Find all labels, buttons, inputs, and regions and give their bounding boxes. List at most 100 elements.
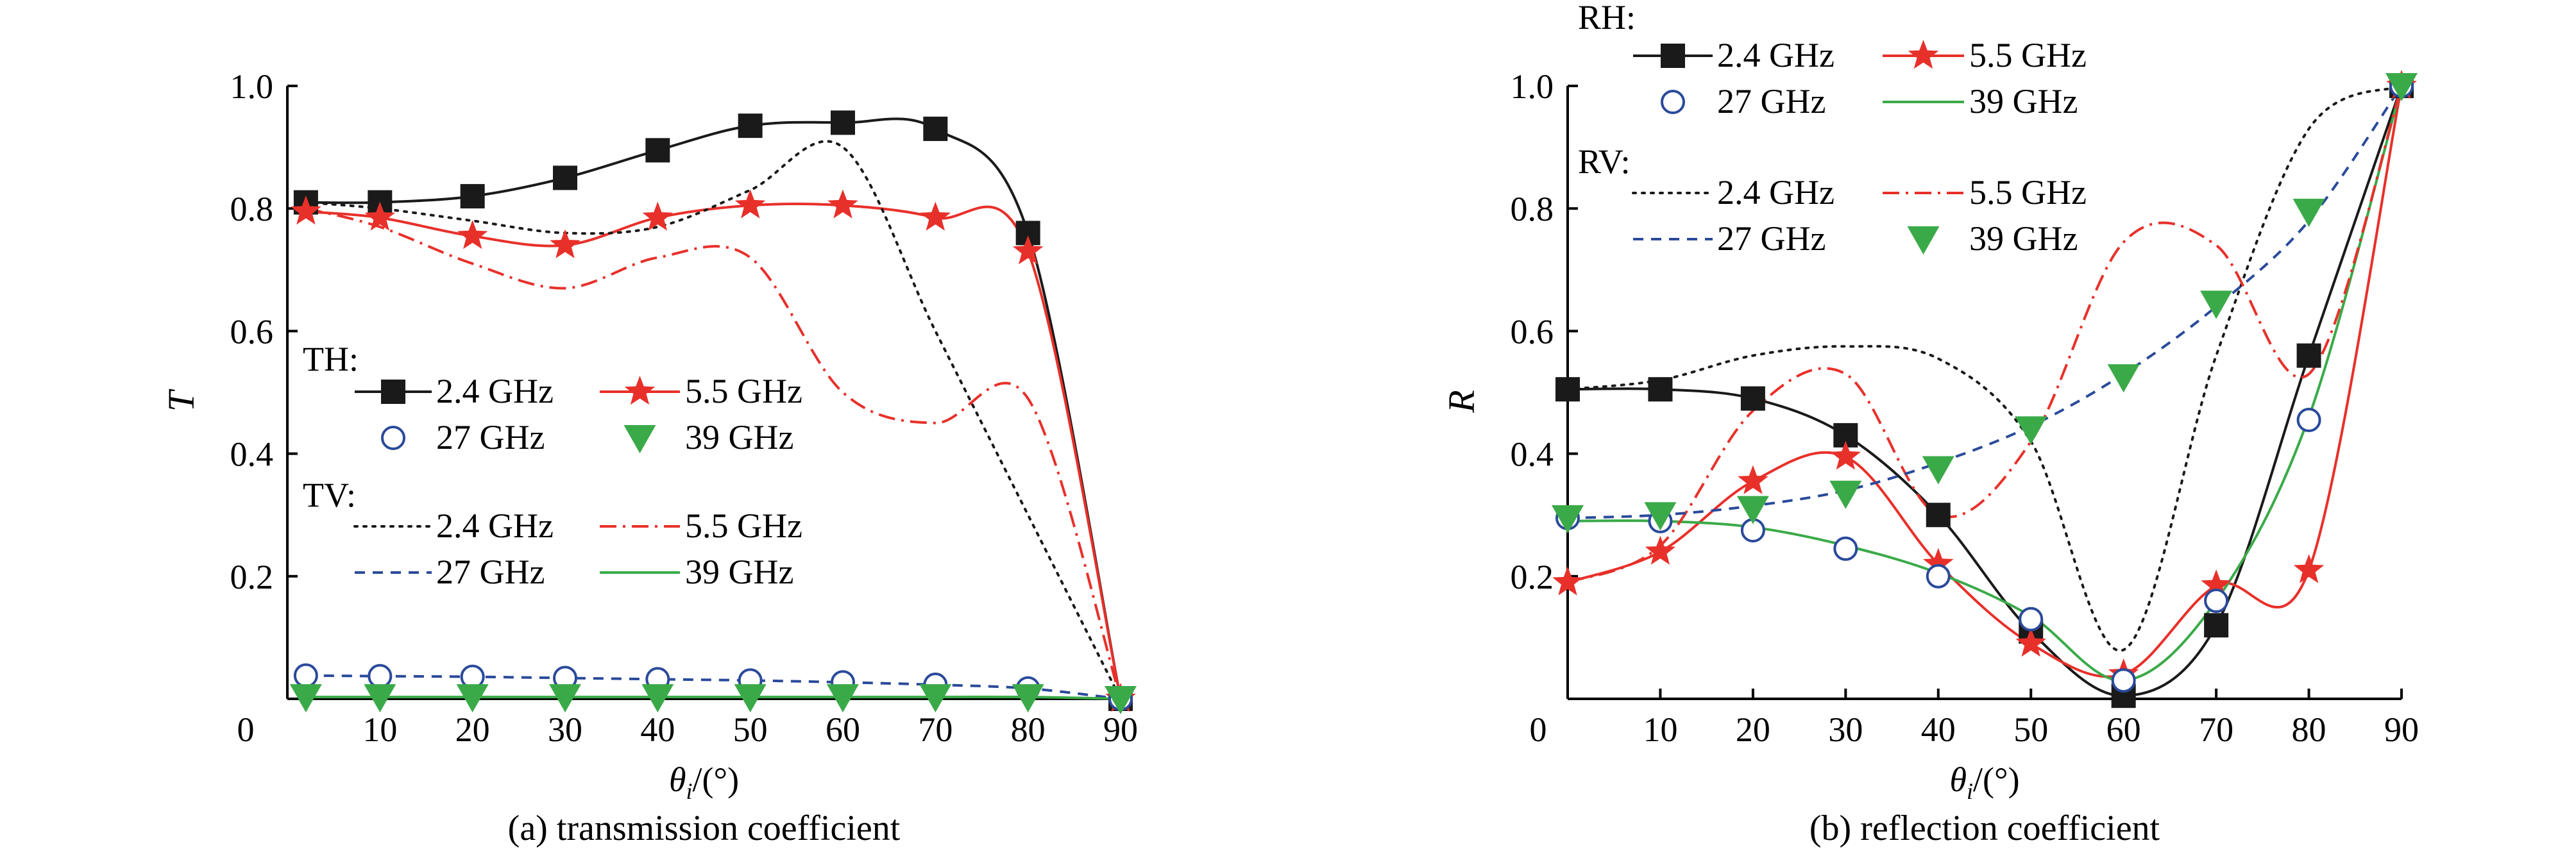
y-tick-label: 0.8 bbox=[230, 190, 274, 228]
series-line-tv-24ghz bbox=[304, 140, 1122, 700]
data-point bbox=[2015, 628, 2046, 657]
legend-group-heading: TH: bbox=[303, 340, 359, 378]
data-point bbox=[831, 110, 855, 135]
data-point bbox=[919, 684, 952, 713]
series-group bbox=[289, 110, 1137, 714]
data-point bbox=[2015, 416, 2047, 445]
data-point bbox=[291, 196, 321, 225]
x-tick-label: 0 bbox=[1530, 710, 1547, 749]
data-point bbox=[1648, 377, 1673, 402]
legend-label: 27 GHz bbox=[436, 553, 545, 591]
data-point bbox=[2200, 290, 2233, 319]
legend-entry: 39 GHz bbox=[1883, 82, 2078, 121]
legend-label: 2.4 GHz bbox=[1717, 36, 1835, 74]
legend-entry: 5.5 GHz bbox=[600, 372, 802, 410]
series-line-rv-24ghz bbox=[1566, 85, 2403, 652]
data-point bbox=[364, 684, 396, 713]
x-tick-label: 20 bbox=[1736, 710, 1770, 749]
x-axis-label-subscript: i bbox=[686, 778, 692, 804]
data-point bbox=[1738, 465, 1768, 494]
legend-marker-sample bbox=[1908, 40, 1939, 69]
data-point bbox=[2385, 73, 2418, 101]
x-tick-label: 80 bbox=[1011, 710, 1046, 749]
x-tick-label: 10 bbox=[362, 710, 397, 749]
data-point bbox=[2111, 668, 2136, 693]
x-axis-label: θi/(°) bbox=[669, 760, 739, 804]
y-tick-labels: 0.2 0.4 0.6 0.8 1.0 bbox=[230, 67, 298, 596]
data-point bbox=[1552, 566, 1583, 596]
data-point bbox=[1926, 564, 1951, 589]
y-tick-label: 0.4 bbox=[230, 435, 274, 474]
legend-label: 5.5 GHz bbox=[1969, 36, 2087, 74]
x-tick-label: 40 bbox=[640, 710, 675, 749]
legend-entry: 2.4 GHz bbox=[1633, 36, 1835, 74]
legend-entry: 27 GHz bbox=[1633, 219, 1826, 258]
data-point bbox=[1922, 456, 1954, 485]
y-tick-label: 0.8 bbox=[1511, 190, 1554, 228]
data-point bbox=[550, 229, 580, 258]
legend: TH: TV: 2.4 GHz 5.5 GHz 27 GHz 39 GHz 2.4 GHz 5… bbox=[303, 340, 802, 591]
data-point bbox=[2292, 198, 2325, 227]
data-point bbox=[460, 184, 485, 209]
chart-caption: (a) transmission coefficient bbox=[508, 808, 901, 848]
legend-entry: 39 GHz bbox=[600, 553, 793, 591]
legend-label: 2.4 GHz bbox=[436, 372, 554, 410]
legend-label: 39 GHz bbox=[685, 418, 793, 456]
data-point bbox=[2204, 613, 2229, 638]
data-point bbox=[553, 165, 577, 190]
data-point bbox=[2019, 607, 2044, 632]
x-tick-label: 30 bbox=[548, 710, 582, 749]
data-point bbox=[2204, 589, 2229, 614]
legend-entry: 5.5 GHz bbox=[600, 507, 802, 545]
x-tick-label: 40 bbox=[1921, 710, 1956, 749]
legend: RH: RV: 2.4 GHz 5.5 GHz 27 GHz 39 GHz 2.4 GHz 5… bbox=[1578, 0, 2087, 258]
x-tick-label: 10 bbox=[1643, 710, 1677, 749]
data-point bbox=[645, 138, 670, 163]
x-tick-label: 90 bbox=[2384, 710, 2419, 749]
x-tick-label: 50 bbox=[733, 710, 768, 749]
legend-entry: 39 GHz bbox=[623, 418, 793, 456]
legend-label: 27 GHz bbox=[1717, 82, 1826, 121]
legend-entry: 2.4 GHz bbox=[1632, 173, 1835, 212]
x-tick-labels: 0 10 20 30 40 50 60 70 80 90 bbox=[1530, 689, 2419, 749]
data-point bbox=[2296, 408, 2321, 433]
data-point bbox=[457, 220, 488, 249]
data-point bbox=[738, 113, 763, 138]
series-markers-th-39ghz bbox=[289, 684, 1137, 714]
data-point bbox=[1105, 686, 1137, 714]
data-point bbox=[1829, 480, 1862, 509]
data-point bbox=[1833, 536, 1858, 561]
x-tick-label: 0 bbox=[237, 710, 255, 749]
legend-label: 5.5 GHz bbox=[685, 507, 802, 545]
x-tick-label: 60 bbox=[826, 710, 860, 749]
data-point bbox=[1012, 684, 1044, 713]
data-point bbox=[923, 116, 948, 141]
x-tick-label: 20 bbox=[455, 710, 490, 749]
data-point bbox=[734, 189, 766, 219]
data-point bbox=[827, 684, 859, 713]
data-point bbox=[2107, 364, 2140, 393]
series-markers-rv-39ghz bbox=[1552, 73, 2418, 533]
legend-entry: 5.5 GHz bbox=[1883, 173, 2087, 212]
legend-marker-sample bbox=[381, 380, 405, 404]
legend-entry: 2.4 GHz bbox=[353, 507, 554, 545]
data-point bbox=[368, 664, 393, 689]
y-axis-label: R bbox=[1441, 390, 1482, 413]
x-tick-label: 70 bbox=[2199, 710, 2233, 749]
data-point bbox=[549, 684, 581, 713]
y-tick-label: 1.0 bbox=[1511, 67, 1554, 106]
data-point bbox=[289, 684, 322, 713]
data-point bbox=[2296, 343, 2321, 368]
series-group bbox=[1552, 70, 2418, 708]
data-point bbox=[1830, 440, 1861, 470]
x-axis-label-symbol: θ bbox=[669, 760, 686, 799]
legend-marker-sample bbox=[623, 425, 656, 453]
legend-entry: 5.5 GHz bbox=[1883, 36, 2087, 74]
x-axis-label-unit: /(°) bbox=[692, 760, 739, 799]
x-tick-label: 60 bbox=[2106, 710, 2141, 749]
legend-entry: 39 GHz bbox=[1907, 219, 2078, 258]
series-line-tv-39ghz bbox=[305, 695, 1121, 700]
legend-label: 5.5 GHz bbox=[1969, 173, 2087, 212]
